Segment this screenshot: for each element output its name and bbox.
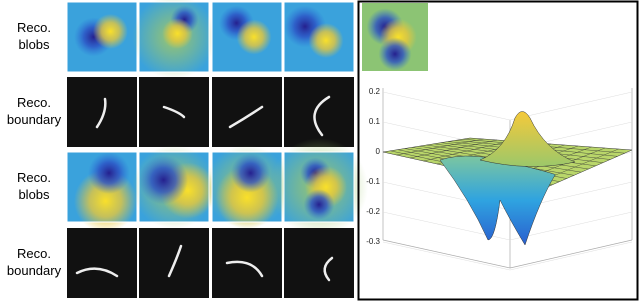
blob [303,189,335,220]
panel-border [357,0,639,301]
z-tick-label: -0.2 [366,207,380,216]
blob [230,153,271,193]
row-label: boundary [7,112,62,127]
blob [308,23,344,58]
boundary [167,244,183,278]
image-bg [67,77,137,147]
row-label: blobs [18,37,50,52]
row-label: Reco. [17,95,51,110]
boundary-image [139,77,209,147]
row-label: Reco. [17,170,51,185]
z-tick-label: 0.1 [369,117,381,126]
blob-image [132,145,216,229]
boundary-image [67,77,137,147]
z-tick-label: -0.3 [366,237,380,246]
blob-image [283,1,355,73]
boundary-image [212,228,282,298]
image-edge [211,1,283,73]
blob [139,155,188,205]
blob-image [66,151,138,233]
inset-image [362,3,428,71]
blob [236,19,272,55]
boundary-image [284,228,354,298]
grid-line [509,211,633,241]
image-bg [67,228,137,298]
blob-image [211,1,283,73]
z-tick-label: 0.2 [369,87,381,96]
blob-image [205,145,289,229]
image-bg [212,77,282,147]
row-label: Reco. [17,246,51,261]
image-edge [138,1,210,73]
boundary [75,267,119,278]
surface-peak [479,111,576,167]
boundary-image [67,228,137,298]
boundary [225,260,264,278]
axis-line [509,239,633,269]
blob [378,37,412,71]
axis-line [382,239,511,269]
row-label: boundary [7,263,62,278]
boundary-image [212,77,282,147]
image-bg [284,228,354,298]
boundary [162,105,186,119]
grid-line [382,241,511,271]
boundary-image [139,228,209,298]
row-label: blobs [18,187,50,202]
grid-line [509,91,633,121]
surface-plot: 0.2 0.1 0 -0.1 -0.2 -0.3 [362,3,633,271]
image-edge [283,1,355,73]
blob [92,13,128,49]
boundary [323,256,334,282]
blob [88,152,130,194]
boundary [228,105,264,129]
blob-image [66,1,138,73]
grid-line [509,241,633,271]
blob-image [270,138,368,236]
z-tick-label: -0.1 [366,177,380,186]
image-bg [284,77,354,147]
boundary [313,95,331,137]
image-grid: Reco. blobs Reco. boundary Reco. blobs Reco. bo… [7,0,368,298]
image-edge [283,151,355,223]
row-label: Reco. [17,20,51,35]
blob-image [132,0,216,79]
boundary-image [284,77,354,147]
grid-line [382,91,511,121]
boundary [95,97,107,129]
blob [162,18,193,49]
z-tick-label: 0 [376,147,381,156]
